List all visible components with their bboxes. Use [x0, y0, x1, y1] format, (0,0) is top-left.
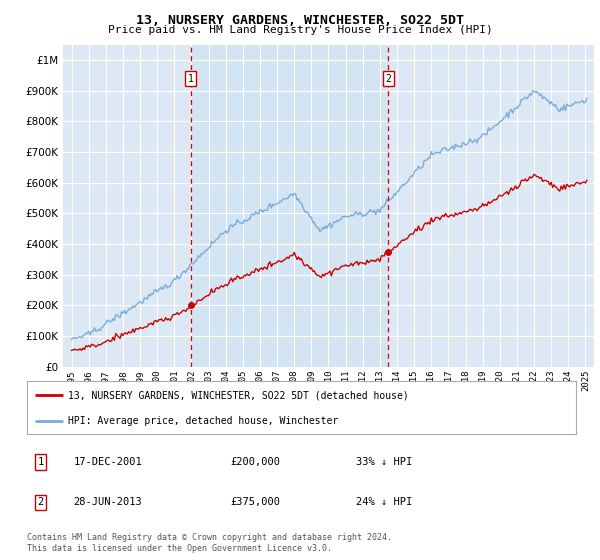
Bar [191, 45, 388, 367]
Text: 1: 1 [38, 457, 44, 467]
Text: HPI: Average price, detached house, Winchester: HPI: Average price, detached house, Winc… [68, 416, 338, 426]
Text: £375,000: £375,000 [230, 497, 280, 507]
Text: Price paid vs. HM Land Registry's House Price Index (HPI): Price paid vs. HM Land Registry's House … [107, 25, 493, 35]
Text: 17-DEC-2001: 17-DEC-2001 [74, 457, 142, 467]
Point [186, 301, 196, 310]
Text: 13, NURSERY GARDENS, WINCHESTER, SO22 5DT (detached house): 13, NURSERY GARDENS, WINCHESTER, SO22 5D… [68, 390, 409, 400]
Text: 24% ↓ HPI: 24% ↓ HPI [356, 497, 413, 507]
Text: 28-JUN-2013: 28-JUN-2013 [74, 497, 142, 507]
Text: 33% ↓ HPI: 33% ↓ HPI [356, 457, 413, 467]
Text: 13, NURSERY GARDENS, WINCHESTER, SO22 5DT: 13, NURSERY GARDENS, WINCHESTER, SO22 5D… [136, 14, 464, 27]
Point [383, 248, 393, 256]
Text: £200,000: £200,000 [230, 457, 280, 467]
Text: 2: 2 [385, 73, 391, 83]
Text: 1: 1 [188, 73, 194, 83]
Text: 2: 2 [38, 497, 44, 507]
Text: Contains HM Land Registry data © Crown copyright and database right 2024.
This d: Contains HM Land Registry data © Crown c… [27, 533, 392, 553]
